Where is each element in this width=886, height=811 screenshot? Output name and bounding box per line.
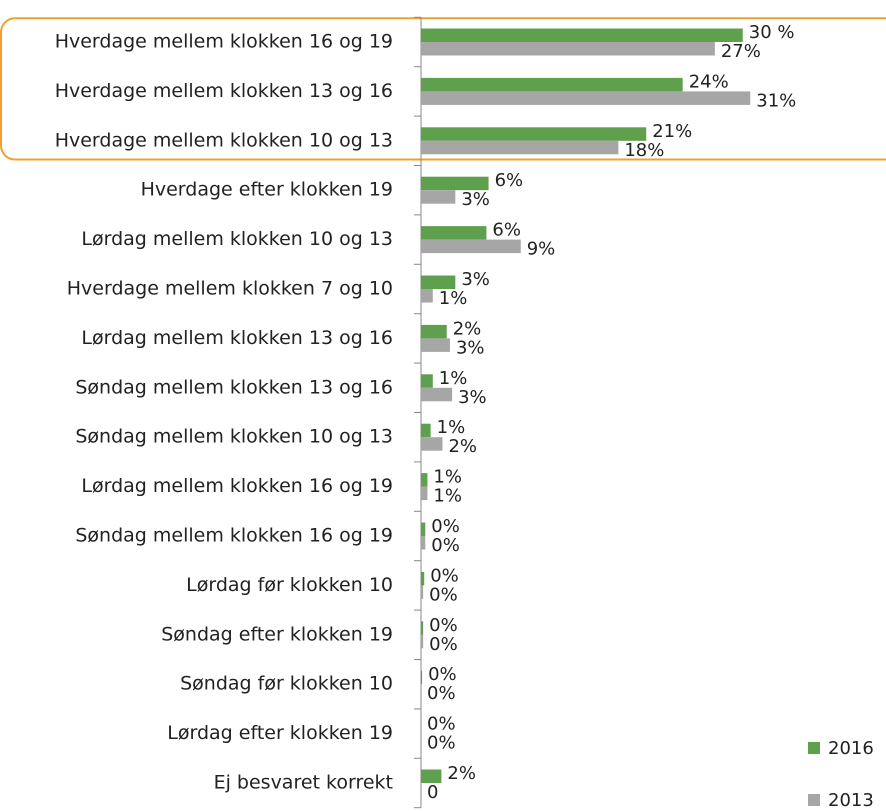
bar: [421, 176, 489, 191]
category-label: Lørdag mellem klokken 10 og 13: [81, 228, 393, 250]
value-label: 3%: [461, 269, 490, 290]
value-label: 1%: [437, 417, 466, 438]
category-label: Lørdag efter klokken 19: [167, 722, 393, 744]
bar: [421, 42, 715, 56]
legend-label: 2016: [828, 738, 874, 759]
category-label: Lørdag før klokken 10: [186, 574, 393, 596]
category-label: Søndag mellem klokken 10 og 13: [75, 426, 393, 448]
value-label: 2%: [453, 318, 482, 339]
value-label: 0%: [427, 714, 456, 735]
category-label: Hverdage mellem klokken 7 og 10: [67, 278, 393, 300]
highlight-box: [0, 17, 886, 161]
bar: [421, 275, 456, 289]
bar: [421, 226, 487, 240]
value-label: 0%: [431, 535, 460, 556]
value-label: 3%: [456, 337, 485, 358]
value-label: 0%: [428, 664, 457, 685]
bar: [421, 486, 428, 501]
value-label: 0%: [429, 634, 458, 655]
bar: [421, 140, 619, 155]
value-label: 1%: [439, 288, 468, 309]
category-label: Hverdage mellem klokken 16 og 19: [55, 31, 393, 53]
category-label: Søndag mellem klokken 13 og 16: [75, 376, 393, 398]
bar: [421, 28, 743, 42]
category-label: Søndag før klokken 10: [180, 673, 393, 695]
value-label: 18%: [624, 140, 664, 161]
bar: [421, 769, 442, 783]
bar: [421, 387, 453, 402]
value-label: 0%: [427, 733, 456, 754]
value-label: 3%: [458, 387, 487, 408]
category-label: Søndag mellem klokken 16 og 19: [75, 525, 393, 547]
category-label: Hverdage mellem klokken 10 og 13: [55, 129, 393, 151]
bar: [421, 77, 683, 92]
legend-swatch: [808, 742, 820, 754]
category-label: Hverdage mellem klokken 13 og 16: [55, 80, 393, 102]
bar: [421, 289, 433, 303]
value-label: 0%: [429, 584, 458, 605]
bar: [421, 338, 450, 352]
value-label: 1%: [433, 467, 462, 488]
bar: [421, 670, 423, 685]
value-label: 3%: [461, 189, 490, 210]
bar: [421, 634, 424, 649]
value-label: 21%: [652, 121, 692, 142]
bar: [421, 473, 428, 487]
value-label: 6%: [495, 170, 524, 191]
bar: [421, 324, 447, 339]
category-label: Søndag efter klokken 19: [161, 623, 393, 645]
category-label: Hverdage efter klokken 19: [141, 179, 393, 201]
category-label: Lørdag mellem klokken 16 og 19: [81, 475, 393, 497]
value-label: 9%: [527, 239, 556, 260]
value-label: 31%: [756, 90, 796, 111]
bar: [421, 522, 426, 536]
value-label: 27%: [721, 41, 761, 62]
bar: [421, 239, 521, 254]
value-label: 0: [427, 782, 438, 803]
category-label: Ej besvaret korrekt: [214, 772, 393, 794]
value-label: 0%: [431, 516, 460, 537]
bar: [421, 571, 425, 586]
bar: [421, 91, 751, 105]
value-label: 2%: [448, 436, 477, 457]
bar: [421, 437, 443, 451]
legend-swatch: [808, 794, 820, 806]
bar: [421, 374, 433, 388]
bar: [421, 621, 424, 635]
value-label: 1%: [439, 368, 468, 389]
value-label: 0%: [429, 615, 458, 636]
bar: [421, 585, 424, 599]
value-label: 24%: [689, 71, 729, 92]
bar: [421, 423, 431, 438]
legend-label: 2013: [828, 790, 874, 811]
bar: [421, 536, 426, 550]
value-label: 1%: [433, 486, 462, 507]
value-label: 0%: [430, 565, 459, 586]
value-label: 30 %: [749, 22, 795, 43]
value-label: 6%: [492, 220, 521, 241]
value-label: 0%: [427, 683, 456, 704]
category-label: Lørdag mellem klokken 13 og 16: [81, 327, 393, 349]
bar: [421, 127, 647, 141]
bar: [421, 190, 456, 204]
value-label: 2%: [447, 763, 476, 784]
